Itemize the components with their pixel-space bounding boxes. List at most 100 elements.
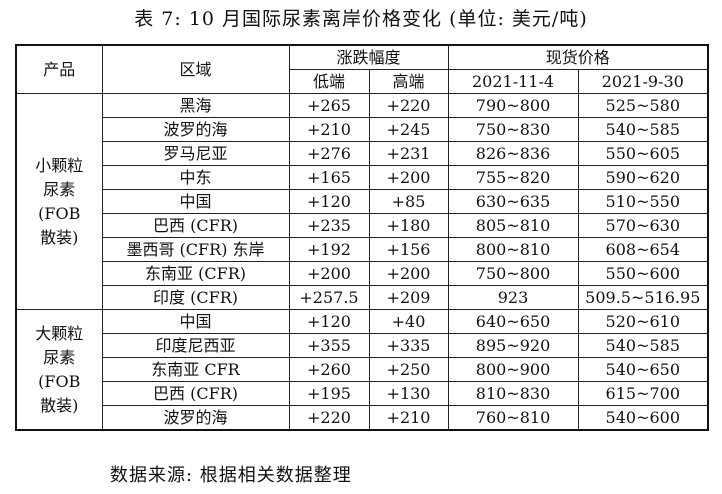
high-change-cell: +180 [368,213,449,238]
table-row: 中国 +120 +85 630~635 510~550 [16,189,709,214]
low-change-cell: +355 [288,333,370,358]
price-date-1-cell: 755~820 [447,165,579,190]
price-table: 产品 区域 涨跌幅度 现货价格 低端 高端 2021-11-4 2021-9-3… [15,44,710,431]
price-date-1-cell: 630~635 [447,189,579,214]
table-row: 巴西 (CFR) +235 +180 805~810 570~630 [16,213,709,238]
high-change-cell: +220 [368,93,449,118]
table-row: 东南亚 CFR +260 +250 800~900 540~650 [16,357,709,382]
table-row: 小颗粒尿素 (FOB 散装) 黑海 +265 +220 790~800 525~580 [15,93,709,310]
price-date-2-cell: 608~654 [577,237,709,262]
region-cell: 印度尼西亚 [101,333,290,358]
price-date-1-cell: 923 [447,285,579,310]
header-date-2: 2021-9-30 [577,69,709,94]
price-date-2-cell: 509.5~516.95 [577,285,709,310]
price-date-2-cell: 510~550 [577,189,709,214]
price-date-2-cell: 550~605 [577,141,709,166]
price-date-1-cell: 760~810 [447,405,579,431]
low-change-cell: +257.5 [288,285,370,310]
table-row: 墨西哥 (CFR) 东岸 +192 +156 800~810 608~654 [16,237,709,262]
product-line: (FOB [38,203,81,223]
table-row: 波罗的海 +210 +245 750~830 540~585 [16,117,709,142]
table-row: 中东 +165 +200 755~820 590~620 [16,165,709,190]
low-change-cell: +210 [288,117,370,142]
product-cell: 小颗粒尿素 (FOB 散装) [15,93,103,310]
price-date-1-cell: 790~800 [447,93,579,118]
high-change-cell: +250 [368,357,449,382]
region-cell: 中东 [101,165,290,190]
price-date-1-cell: 800~810 [447,237,579,262]
price-date-1-cell: 895~920 [447,333,579,358]
price-date-1-cell: 826~836 [447,141,579,166]
high-change-cell: +210 [368,405,449,431]
low-change-cell: +192 [288,237,370,262]
high-change-cell: +156 [368,237,449,262]
product-line: 大颗粒 [35,323,84,343]
table-row: 印度尼西亚 +355 +335 895~920 540~585 [16,333,709,358]
price-date-1-cell: 750~800 [447,261,579,286]
low-change-cell: +120 [288,189,370,214]
product-cell: 大颗粒尿素 (FOB 散装) [15,309,103,431]
low-change-cell: +200 [288,261,370,286]
header-high: 高端 [368,69,449,94]
low-change-cell: +265 [288,93,370,118]
region-cell: 巴西 (CFR) [101,213,290,238]
region-cell: 波罗的海 [101,117,290,142]
table-row: 东南亚 (CFR) +200 +200 750~800 550~600 [16,261,709,286]
table-row: 波罗的海 +220 +210 760~810 540~600 [16,405,709,431]
header-low: 低端 [288,69,370,94]
region-cell: 中国 [101,309,290,334]
price-date-2-cell: 540~600 [577,405,709,431]
table-row: 大颗粒 尿素 (FOB 散装) 中国 +120 +40 640~650 520~610 [15,309,709,431]
high-change-cell: +245 [368,117,449,142]
low-change-cell: +235 [288,213,370,238]
price-date-1-cell: 805~810 [447,213,579,238]
price-date-2-cell: 615~700 [577,381,709,406]
price-date-2-cell: 540~585 [577,333,709,358]
source-note: 数据来源: 根据相关数据整理 [110,465,352,486]
price-date-1-cell: 800~900 [447,357,579,382]
high-change-cell: +200 [368,261,449,286]
price-date-1-cell: 810~830 [447,381,579,406]
region-cell: 黑海 [101,93,290,118]
high-change-cell: +209 [368,285,449,310]
product-line: (FOB [38,371,81,391]
price-date-2-cell: 525~580 [577,93,709,118]
product-line: 散装) [40,227,79,247]
product-line: 尿素 [43,347,76,367]
product-line: 散装) [40,395,79,415]
high-change-cell: +130 [368,381,449,406]
header-date-1: 2021-11-4 [447,69,579,94]
low-change-cell: +165 [288,165,370,190]
region-cell: 东南亚 CFR [101,357,290,382]
product-line: 小颗粒 [35,155,84,175]
price-date-2-cell: 540~650 [577,357,709,382]
region-cell: 巴西 (CFR) [101,381,290,406]
price-date-2-cell: 570~630 [577,213,709,238]
high-change-cell: +231 [368,141,449,166]
header-row-1: 产品 区域 涨跌幅度 现货价格 [15,44,709,94]
price-date-2-cell: 550~600 [577,261,709,286]
header-spot: 现货价格 [447,44,709,70]
region-cell: 墨西哥 (CFR) 东岸 [101,237,290,262]
low-change-cell: +276 [288,141,370,166]
table-row: 巴西 (CFR) +195 +130 810~830 615~700 [16,381,709,406]
header-region: 区域 [101,44,290,94]
table-row: 印度 (CFR) +257.5 +209 923 509.5~516.95 [16,285,709,310]
region-cell: 波罗的海 [101,405,290,431]
region-cell: 罗马尼亚 [101,141,290,166]
low-change-cell: +120 [288,309,370,334]
header-product: 产品 [15,44,103,94]
region-cell: 印度 (CFR) [101,285,290,310]
product-line: 尿素 [43,179,76,199]
low-change-cell: +220 [288,405,370,431]
price-date-2-cell: 520~610 [577,309,709,334]
high-change-cell: +335 [368,333,449,358]
region-cell: 东南亚 (CFR) [101,261,290,286]
price-date-1-cell: 640~650 [447,309,579,334]
region-cell: 中国 [101,189,290,214]
low-change-cell: +260 [288,357,370,382]
header-change: 涨跌幅度 [288,44,449,70]
low-change-cell: +195 [288,381,370,406]
price-date-2-cell: 590~620 [577,165,709,190]
price-date-1-cell: 750~830 [447,117,579,142]
